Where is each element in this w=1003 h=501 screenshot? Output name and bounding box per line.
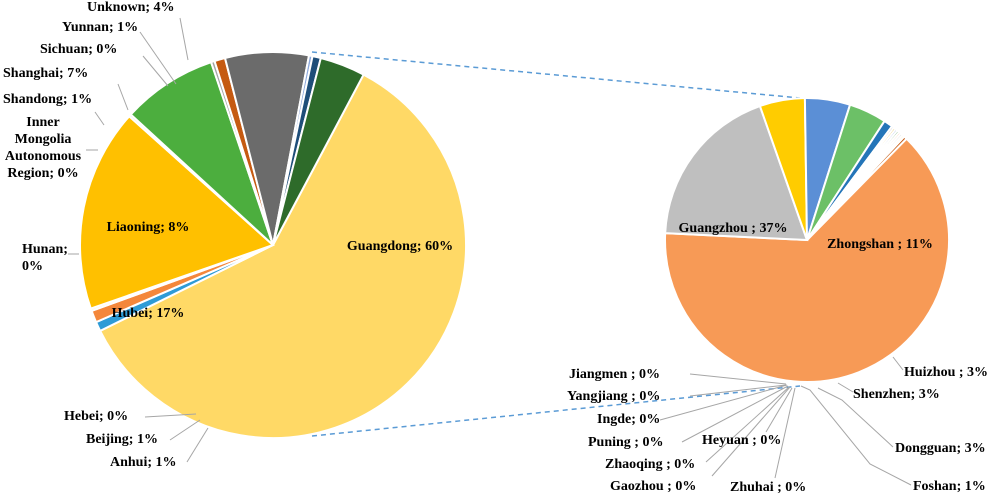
leader-heyuan (765, 387, 793, 433)
label-ingde: Ingde; 0% (597, 412, 660, 427)
leader-shenzhen (837, 382, 854, 393)
zoom-connectors (311, 51, 801, 437)
connector-line-bottom (311, 385, 801, 437)
label-liaoning: Liaoning; 8% (107, 220, 190, 235)
label-huizhou: Huizhou ; 3% (904, 365, 988, 380)
main-pie (79, 51, 467, 439)
label-heyuan: Heyuan ; 0% (702, 433, 781, 448)
leader-shandong (94, 111, 105, 126)
leader-ingde (659, 384, 788, 421)
leader-shanghai (117, 83, 129, 111)
leader-unknown (179, 17, 189, 61)
label-guangdong: Guangdong; 60% (347, 239, 453, 254)
leader-hebei (144, 413, 197, 418)
label-guangzhou: Guangzhou ; 37% (679, 221, 788, 236)
sub-pie (664, 97, 950, 383)
label-hunan: Hunan; 0% (22, 242, 68, 274)
label-yangjiang: Yangjiang ; 0% (567, 389, 660, 404)
label-yunnan: Yunnan; 1% (62, 20, 138, 35)
label-unknown: Unknown; 4% (87, 0, 175, 15)
label-jiangmen: Jiangmen ; 0% (569, 367, 660, 382)
label-zhaoqing: Zhaoqing ; 0% (605, 457, 695, 472)
leader-sichuan (142, 55, 169, 87)
label-inner-mongolia-autonomous-region: Inner Mongolia Autonomous Region; 0% (5, 115, 82, 181)
connector-line-top (311, 51, 801, 99)
leader-huizhou (892, 356, 904, 371)
slice-labels: Guangdong; 60% Anhui; 1% Beijing; 1% Hebei;… (3, 0, 988, 495)
label-dongguan: Dongguan; 3% (895, 441, 986, 456)
label-puning: Puning ; 0% (588, 435, 663, 450)
label-shandong: Shandong; 1% (3, 92, 92, 107)
leader-beijing (169, 419, 201, 441)
slice-unknown (272, 56, 365, 246)
leader-zhaoqing (705, 386, 790, 463)
label-shanghai: Shanghai; 7% (3, 66, 88, 81)
label-foshan: Foshan; 1% (913, 479, 986, 494)
label-hebei: Hebei; 0% (64, 409, 128, 424)
leader-gaozhou (711, 386, 791, 477)
leader-foshan (800, 385, 912, 486)
leader-puning (681, 385, 789, 443)
leader-zhuhai (774, 387, 796, 479)
label-anhui: Anhui; 1% (110, 455, 177, 470)
label-hubei: Hubei; 17% (112, 306, 185, 321)
slice-liaoning (129, 60, 274, 246)
leader-jiangmen (689, 373, 787, 385)
slice-guangzhou (664, 137, 950, 383)
label-zhongshan: Zhongshan ; 11% (827, 237, 933, 252)
slice-hubei (79, 114, 275, 310)
label-shenzhen: Shenzhen; 3% (853, 387, 940, 402)
slice-guangdong (98, 73, 467, 439)
leader-yangjiang (689, 384, 787, 397)
slice-jiangmen (806, 135, 908, 241)
leader-dongguan (817, 387, 894, 448)
label-sichuan: Sichuan; 0% (40, 42, 117, 57)
label-beijing: Beijing; 1% (86, 432, 158, 447)
leader-yunnan (139, 31, 177, 85)
label-zhuhai: Zhuhai ; 0% (730, 480, 806, 495)
label-gaozhou: Gaozhou ; 0% (610, 479, 696, 494)
leader-lines (68, 17, 912, 486)
leader-anhui (186, 427, 209, 463)
